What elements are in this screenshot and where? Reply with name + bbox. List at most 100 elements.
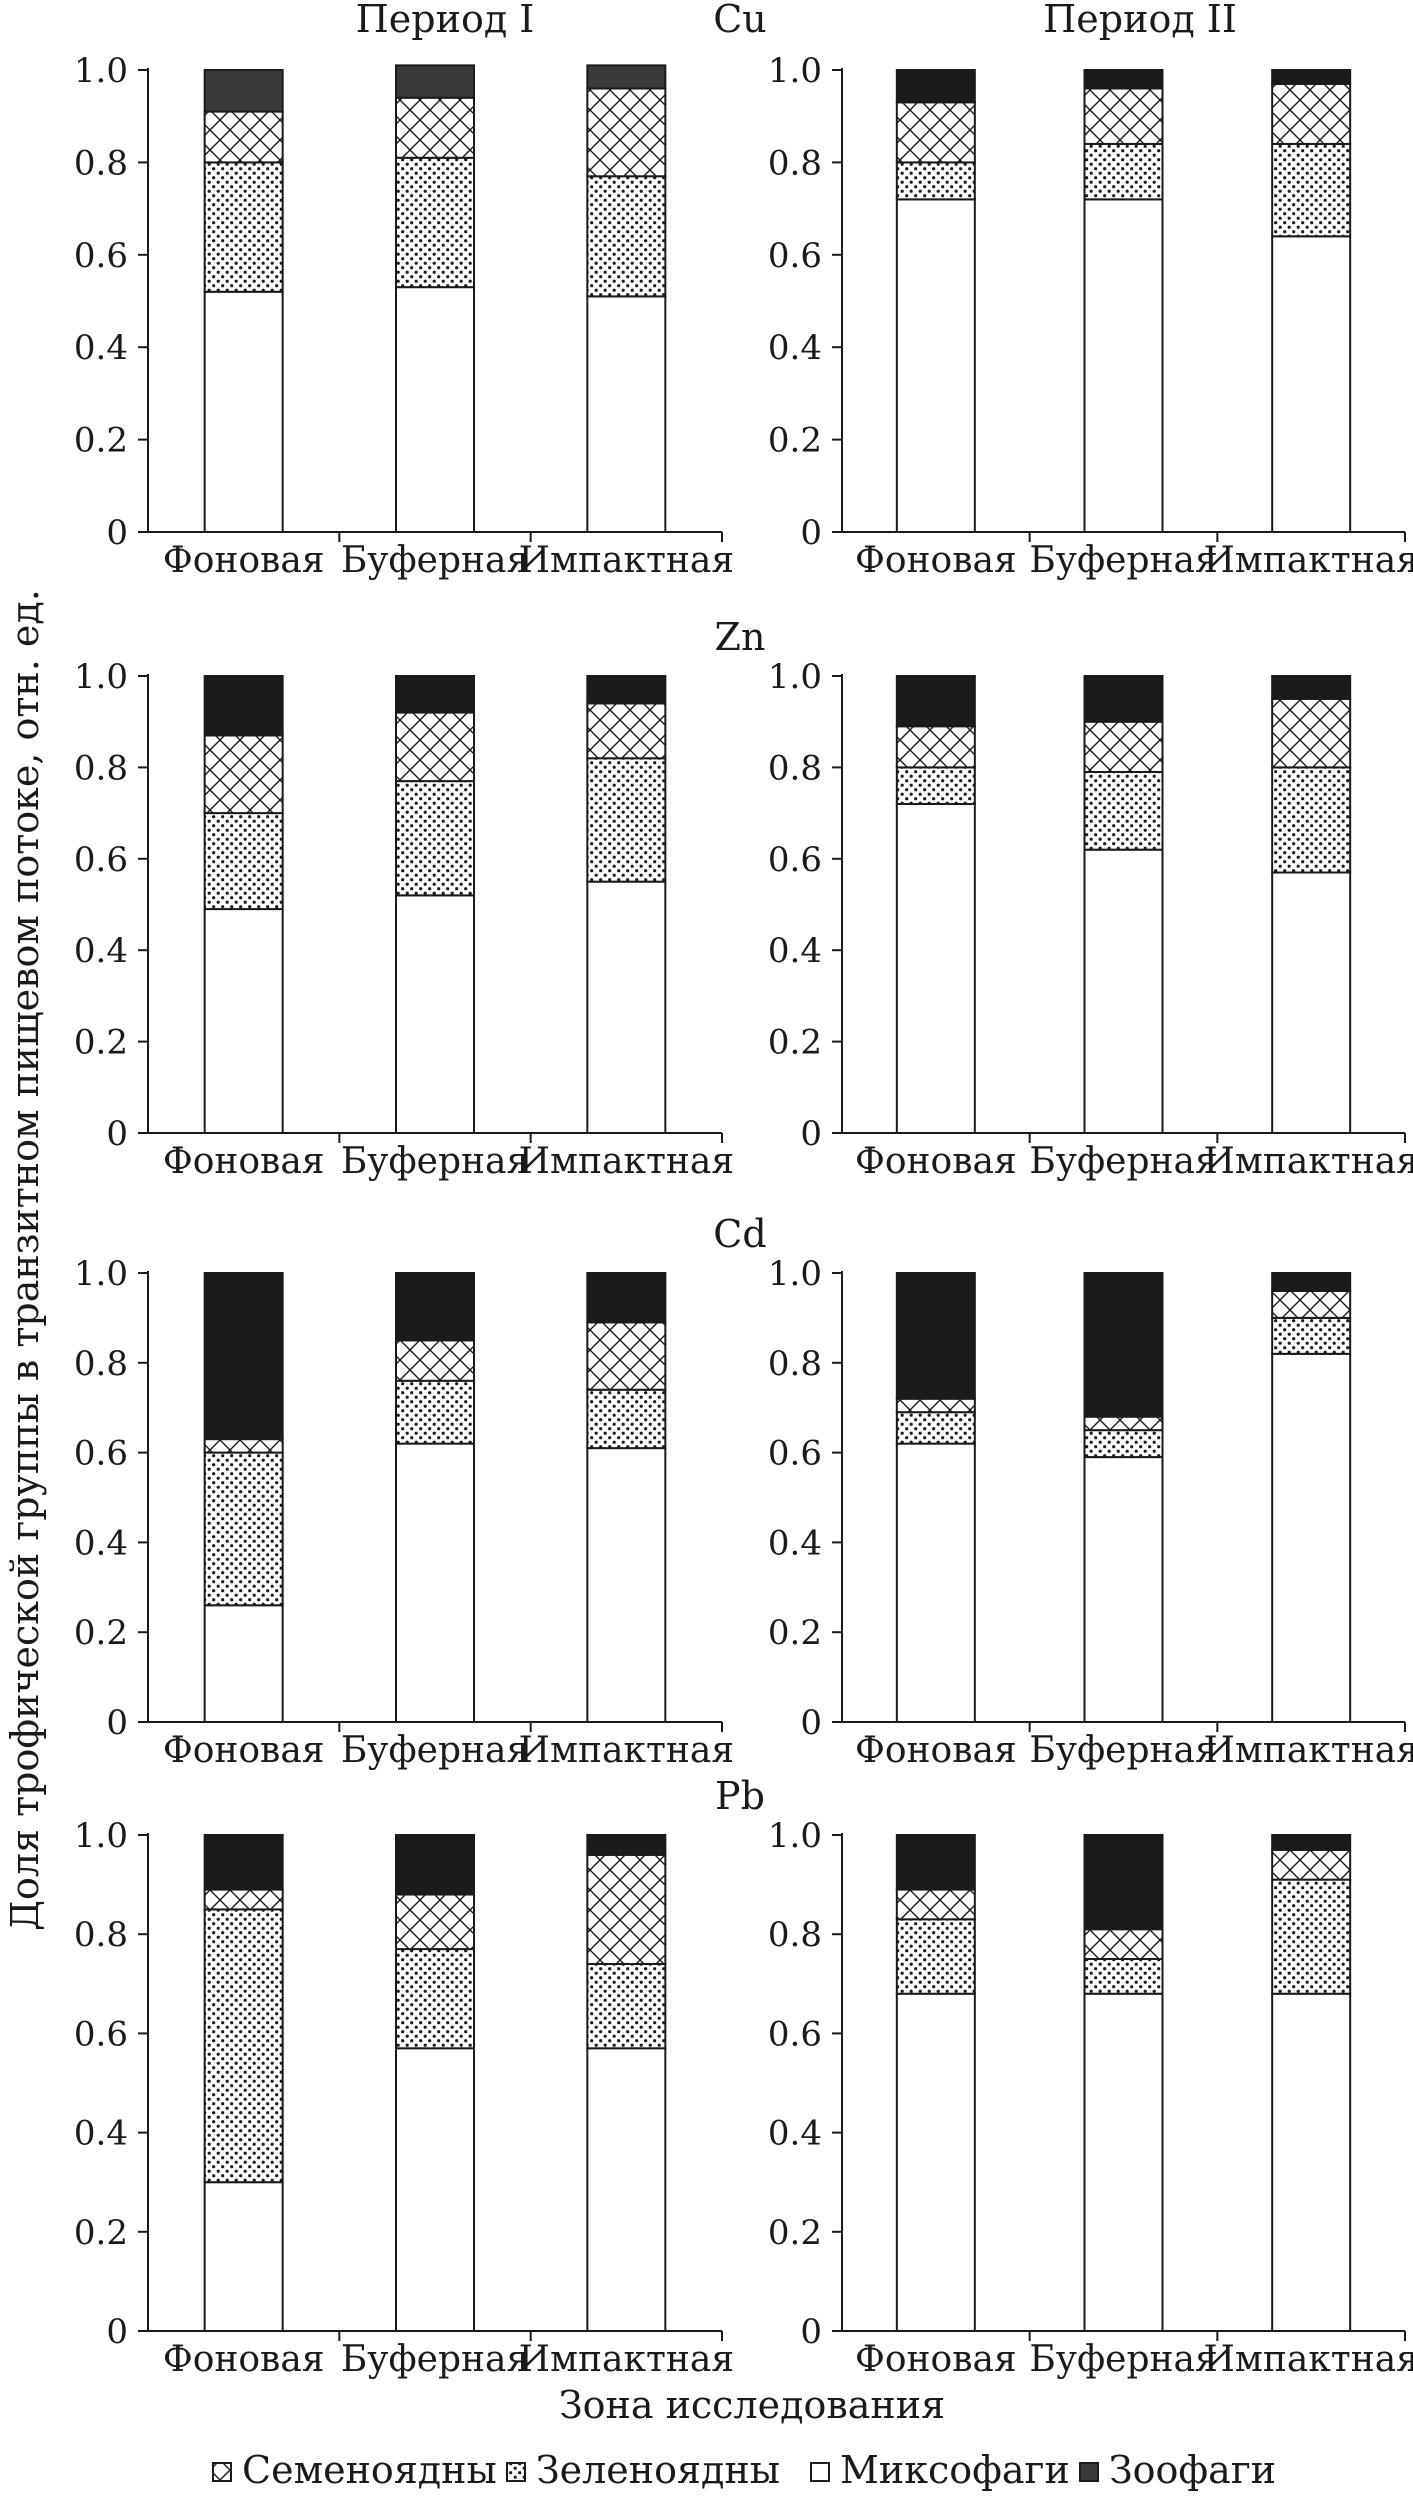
y-tick-label: 0.4 <box>768 1523 822 1563</box>
bar-segment-Зеленоядны <box>203 1451 284 1607</box>
y-tick-label: 0.6 <box>74 1434 128 1474</box>
legend-swatch-mixo <box>810 2462 830 2482</box>
y-tick-label: 0.2 <box>74 2213 128 2253</box>
y-tick-label: 0 <box>800 2312 822 2352</box>
bar-segment-Зеленоядны <box>1271 142 1352 238</box>
bar-segment-Семеноядны <box>203 1888 284 1911</box>
bar-segment-Зеленоядны <box>586 1388 667 1450</box>
legend-swatch-green <box>506 2462 526 2482</box>
bar-segment-Зеленоядны <box>586 757 667 883</box>
bar-segment-Зоофаги <box>1083 675 1164 723</box>
bar-segment-Миксофаги <box>1083 198 1164 534</box>
bar-segment-Зеленоядны <box>586 1962 667 2050</box>
bar-segment-Семеноядны <box>586 1853 667 1965</box>
bar-segment-Миксофаги <box>895 1442 976 1723</box>
bar-segment-Миксофаги <box>586 1447 667 1723</box>
x-tick-label: Импактная <box>519 1730 734 1771</box>
bar-segment-Семеноядны <box>586 1321 667 1391</box>
bar-segment-Зоофаги <box>1271 675 1352 700</box>
y-tick-label: 1.0 <box>768 1816 822 1856</box>
x-tick-label: Импактная <box>1203 1730 1413 1771</box>
bar-segment-Зеленоядны <box>395 156 475 289</box>
bar-segment-Семеноядны <box>203 1438 284 1454</box>
bar-segment-Зоофаги <box>1083 69 1164 90</box>
bar-segment-Семеноядны <box>895 1888 976 1921</box>
y-tick-label: 1.0 <box>74 1254 128 1294</box>
panel-cu-period-1: Cu 0 0.2 0.4 0.6 0.8 1.0 Фоновая БуфернаяИмпактн… <box>74 0 767 581</box>
bar-segment-Зоофаги <box>203 1834 284 1891</box>
y-tick-label: 0.2 <box>768 1023 822 1063</box>
bar-segment-Зоофаги <box>586 1834 667 1856</box>
bar-segment-Миксофаги <box>1271 1992 1352 2332</box>
y-axis-title: Доля трофической группы в транзитном пищ… <box>3 589 47 1931</box>
bar-segment-Зоофаги <box>895 675 976 728</box>
x-tick-label: Фоновая <box>163 1730 325 1771</box>
bar-segment-Зоофаги <box>895 1834 976 1891</box>
bar-segment-Миксофаги <box>203 290 284 534</box>
y-tick-label: 0.6 <box>74 2014 128 2054</box>
bar-segment-Зеленоядны <box>203 1908 284 2184</box>
bar-segment-Миксофаги <box>203 1604 284 1724</box>
bar-segment-Зоофаги <box>203 1272 284 1441</box>
bar-segment-Зоофаги <box>895 1272 976 1400</box>
y-tick-label: 0.4 <box>74 1523 128 1563</box>
x-axis-title: Зона исследования <box>559 2383 945 2427</box>
x-tick-label: Импактная <box>519 1141 734 1182</box>
x-tick-label: Буферная <box>341 540 529 581</box>
bar-segment-Семеноядны <box>395 1893 475 1951</box>
bar-segment-Семеноядны <box>395 711 475 783</box>
x-tick-label: Буферная <box>1029 2339 1217 2380</box>
bar-segment-Миксофаги <box>1271 235 1352 533</box>
bar-segment-Зеленоядны <box>1083 142 1164 201</box>
x-tick-label: Буферная <box>1029 1730 1217 1771</box>
y-tick-label: 0.8 <box>768 143 822 183</box>
bar-segment-Семеноядны <box>395 96 475 159</box>
y-tick-label: 0.6 <box>74 840 128 880</box>
x-tick-label: Буферная <box>341 1730 529 1771</box>
x-tick-label: Импактная <box>519 2339 734 2380</box>
bar-segment-Зеленоядны <box>895 1411 976 1445</box>
bar-segment-Миксофаги <box>586 295 667 533</box>
bar-segment-Зеленоядны <box>1271 1878 1352 1995</box>
y-tick-label: 0.6 <box>74 236 128 276</box>
bar-segment-Миксофаги <box>395 1442 475 1723</box>
bar-segment-Зеленоядны <box>895 1918 976 1995</box>
bar-segment-Миксофаги <box>1271 871 1352 1134</box>
y-tick-label: 1.0 <box>74 51 128 91</box>
y-tick-label: 0 <box>800 1703 822 1743</box>
bar-segment-Зоофаги <box>1271 1272 1352 1292</box>
y-tick-label: 1.0 <box>768 51 822 91</box>
legend-label-mixo: Миксофаги <box>840 2448 1070 2492</box>
element-label-zn: Zn <box>715 615 766 659</box>
bar-segment-Зоофаги <box>203 675 284 737</box>
bar-segment-Зеленоядны <box>586 175 667 298</box>
y-tick-label: 0.2 <box>74 1613 128 1653</box>
legend: Семеноядны Зеленоядны Миксофаги Зоофаги <box>212 2448 1276 2492</box>
bar-segment-Зеленоядны <box>395 780 475 897</box>
y-tick-label: 0.8 <box>74 143 128 183</box>
y-tick-label: 0.6 <box>768 236 822 276</box>
bar-segment-Миксофаги <box>203 908 284 1134</box>
legend-label-green: Зеленоядны <box>536 2448 780 2492</box>
element-label-cd: Cd <box>713 1212 766 1256</box>
x-tick-label: Фоновая <box>163 1141 325 1182</box>
bar-segment-Зоофаги <box>586 64 667 90</box>
x-tick-label: Фоновая <box>855 540 1017 581</box>
bar-segment-Миксофаги <box>895 1992 976 2332</box>
bar-segment-Семеноядны <box>1271 1289 1352 1319</box>
bar-segment-Миксофаги <box>1083 848 1164 1134</box>
y-tick-label: 0.8 <box>768 748 822 788</box>
y-tick-label: 0.4 <box>74 931 128 971</box>
bar-segment-Зоофаги <box>1083 1272 1164 1418</box>
y-tick-label: 0.8 <box>74 1344 128 1384</box>
x-tick-label: Фоновая <box>855 1730 1017 1771</box>
legend-label-zoo: Зоофаги <box>1109 2448 1276 2492</box>
x-tick-label: Импактная <box>1203 1141 1413 1182</box>
y-tick-label: 0.6 <box>768 840 822 880</box>
y-tick-label: 1.0 <box>74 1816 128 1856</box>
y-tick-label: 0 <box>106 1114 128 1154</box>
